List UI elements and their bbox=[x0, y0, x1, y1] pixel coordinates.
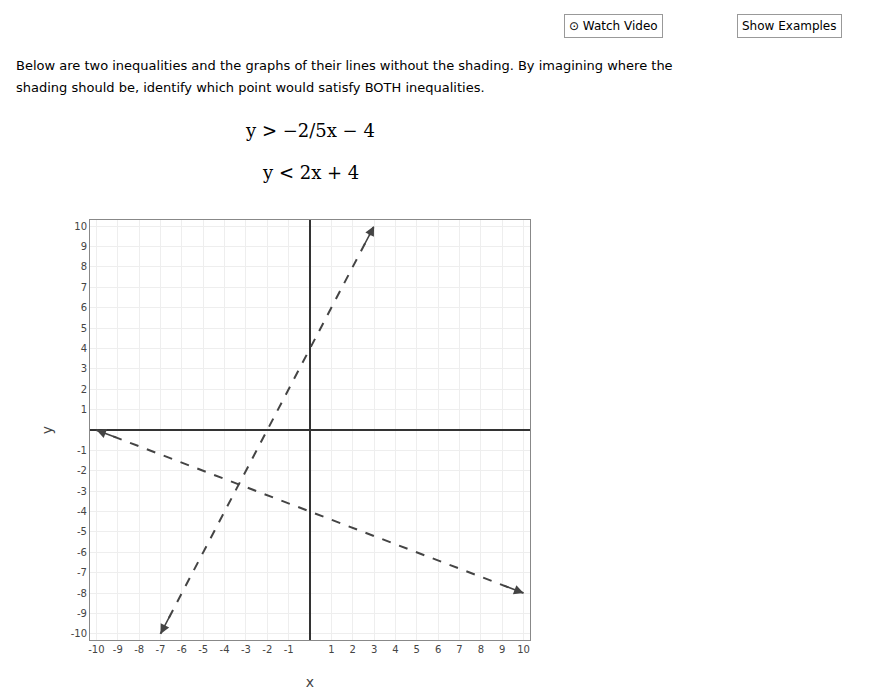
svg-text:8: 8 bbox=[478, 644, 484, 655]
svg-text:-2: -2 bbox=[77, 465, 87, 476]
svg-text:-10: -10 bbox=[71, 628, 87, 639]
svg-text:5: 5 bbox=[81, 323, 87, 334]
svg-text:x: x bbox=[306, 674, 314, 690]
svg-text:7: 7 bbox=[81, 282, 87, 293]
svg-text:5: 5 bbox=[414, 644, 420, 655]
svg-text:-9: -9 bbox=[77, 608, 87, 619]
svg-text:7: 7 bbox=[456, 644, 462, 655]
svg-text:-9: -9 bbox=[113, 644, 123, 655]
svg-text:-6: -6 bbox=[177, 644, 187, 655]
svg-text:⊙ Watch Video: ⊙ Watch Video bbox=[569, 19, 658, 33]
svg-text:-3: -3 bbox=[241, 644, 251, 655]
svg-text:2: 2 bbox=[81, 384, 87, 395]
svg-text:-5: -5 bbox=[77, 526, 87, 537]
svg-text:-6: -6 bbox=[77, 547, 87, 558]
svg-text:-8: -8 bbox=[77, 588, 87, 599]
svg-text:Below are two inequalities and: Below are two inequalities and the graph… bbox=[16, 58, 673, 73]
svg-text:1: 1 bbox=[328, 644, 334, 655]
svg-text:2: 2 bbox=[350, 644, 356, 655]
svg-text:3: 3 bbox=[371, 644, 377, 655]
svg-text:1: 1 bbox=[81, 404, 87, 415]
svg-text:-8: -8 bbox=[134, 644, 144, 655]
svg-text:8: 8 bbox=[81, 261, 87, 272]
svg-text:Show Examples: Show Examples bbox=[742, 19, 837, 33]
svg-text:-2: -2 bbox=[262, 644, 272, 655]
svg-text:4: 4 bbox=[81, 343, 87, 354]
svg-text:-7: -7 bbox=[155, 644, 165, 655]
svg-text:-3: -3 bbox=[77, 486, 87, 497]
svg-text:y < 2x + 4: y < 2x + 4 bbox=[262, 162, 359, 183]
svg-text:y: y bbox=[39, 426, 55, 434]
svg-text:9: 9 bbox=[81, 241, 87, 252]
svg-text:shading should be, identify wh: shading should be, identify which point … bbox=[16, 80, 485, 95]
svg-text:6: 6 bbox=[435, 644, 441, 655]
svg-text:10: 10 bbox=[74, 221, 87, 232]
svg-text:-7: -7 bbox=[77, 567, 87, 578]
svg-text:10: 10 bbox=[517, 644, 530, 655]
svg-text:-1: -1 bbox=[77, 445, 87, 456]
svg-text:3: 3 bbox=[81, 363, 87, 374]
svg-text:-1: -1 bbox=[284, 644, 294, 655]
svg-text:-10: -10 bbox=[88, 644, 104, 655]
svg-text:6: 6 bbox=[81, 302, 87, 313]
svg-text:9: 9 bbox=[499, 644, 505, 655]
svg-text:y > −2/5x − 4: y > −2/5x − 4 bbox=[245, 120, 375, 141]
svg-text:-4: -4 bbox=[220, 644, 230, 655]
svg-text:-4: -4 bbox=[77, 506, 87, 517]
svg-text:-5: -5 bbox=[198, 644, 208, 655]
svg-text:4: 4 bbox=[392, 644, 398, 655]
